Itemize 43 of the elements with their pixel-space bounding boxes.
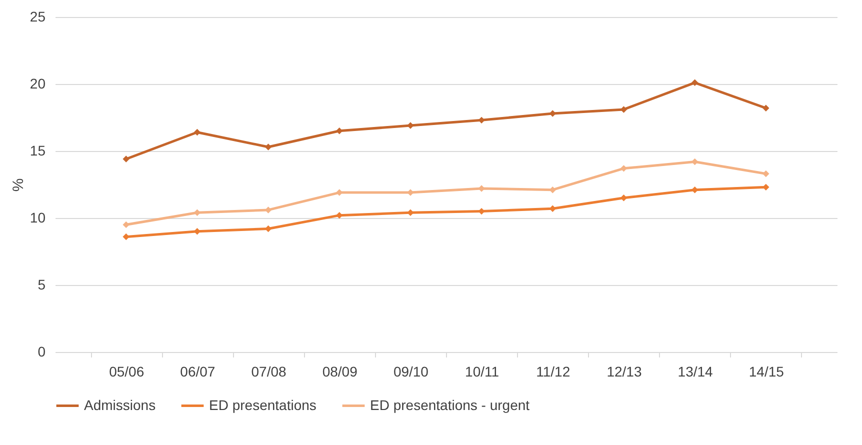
y-tick-label: 25 bbox=[30, 8, 46, 24]
point bbox=[478, 208, 485, 215]
point bbox=[762, 184, 770, 191]
legend-label: ED presentations - urgent bbox=[370, 396, 530, 413]
point bbox=[691, 79, 698, 86]
point bbox=[762, 170, 770, 178]
x-tick-label: 09/10 bbox=[393, 364, 429, 380]
y-tick-label: 15 bbox=[30, 142, 46, 158]
y-tick-label: 20 bbox=[30, 76, 46, 92]
point bbox=[122, 221, 130, 228]
point bbox=[407, 122, 414, 129]
point bbox=[620, 106, 628, 113]
x-tick-label: 08/09 bbox=[322, 364, 358, 380]
point bbox=[264, 144, 272, 150]
point bbox=[620, 165, 628, 172]
x-tick-label: 07/08 bbox=[251, 364, 286, 380]
point bbox=[122, 156, 130, 162]
y-tick-label: 5 bbox=[38, 276, 46, 292]
x-tick-label: 10/11 bbox=[465, 364, 500, 380]
x-tick-label: 13/14 bbox=[678, 364, 714, 380]
point bbox=[336, 128, 343, 134]
point bbox=[122, 233, 130, 240]
point bbox=[194, 128, 201, 136]
point bbox=[549, 110, 556, 117]
y-axis-title: % bbox=[10, 178, 27, 192]
y-tick-label: 10 bbox=[30, 210, 46, 226]
x-tick-label: 14/15 bbox=[748, 364, 784, 380]
point bbox=[620, 194, 628, 202]
legend-label: ED presentations bbox=[209, 396, 316, 413]
point bbox=[336, 189, 343, 196]
x-tick-label: 06/07 bbox=[180, 364, 216, 380]
y-tick-label: 0 bbox=[38, 344, 46, 360]
x-tick-label: 12/13 bbox=[606, 364, 642, 380]
point bbox=[407, 189, 414, 196]
x-tick-label: 05/06 bbox=[109, 364, 144, 380]
legend-label: Admissions bbox=[84, 396, 156, 413]
point bbox=[264, 225, 272, 232]
point bbox=[762, 104, 770, 112]
point bbox=[407, 209, 414, 216]
point bbox=[478, 185, 485, 192]
x-tick-label: 11/12 bbox=[536, 364, 570, 380]
point bbox=[478, 116, 485, 124]
point bbox=[691, 158, 698, 166]
